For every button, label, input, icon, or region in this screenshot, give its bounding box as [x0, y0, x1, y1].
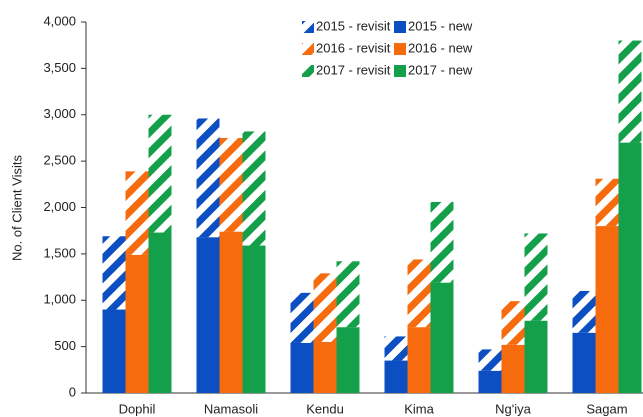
y-tick-label: 2,000 [43, 199, 76, 214]
legend-swatch [302, 21, 314, 33]
bar-segment [102, 309, 126, 393]
x-tick-label: Namasoli [204, 401, 258, 416]
bar-segment [407, 259, 431, 328]
bar-segment [595, 178, 619, 227]
bar-segment [313, 273, 337, 342]
bar-segment [242, 131, 266, 246]
bar-segment [242, 245, 266, 393]
y-tick-label: 3,500 [43, 60, 76, 75]
legend-label: 2015 - revisit [316, 18, 391, 33]
bar-segment [125, 254, 149, 393]
legend-label: 2015 - new [408, 18, 473, 33]
legend-label: 2017 - revisit [316, 62, 391, 77]
bar-segment [595, 226, 619, 393]
bar-segment [501, 344, 525, 393]
bar-segment [501, 301, 525, 345]
bar-segment [430, 282, 454, 393]
x-tick-label: Dophil [119, 401, 156, 416]
legend-swatch [394, 43, 406, 55]
bar-segment [430, 201, 454, 283]
y-tick-label: 500 [54, 338, 76, 353]
bar-segment [102, 236, 126, 310]
y-tick-label: 1,000 [43, 292, 76, 307]
bar-segment [125, 171, 149, 255]
bar-segment [572, 332, 596, 393]
x-tick-label: Ng'iya [495, 401, 531, 416]
bar-segment [336, 327, 360, 393]
legend-swatch [302, 43, 314, 55]
bar-segment [313, 341, 337, 393]
bar-segment [478, 349, 502, 371]
bar-segment [219, 231, 243, 393]
bar-segment [196, 237, 220, 393]
bar-segment [478, 370, 502, 393]
y-tick-label: 2,500 [43, 153, 76, 168]
bar-segment [384, 360, 408, 393]
y-tick-label: 1,500 [43, 245, 76, 260]
bar-segment [290, 292, 314, 343]
legend-swatch [394, 21, 406, 33]
y-tick-label: 3,000 [43, 106, 76, 121]
bar-segment [196, 118, 220, 238]
y-axis-label: No. of Client Visits [9, 155, 24, 261]
x-tick-label: Sagam [586, 401, 627, 416]
bar-segment [618, 142, 642, 393]
bar-segment [148, 232, 172, 393]
legend-swatch [302, 65, 314, 77]
y-tick-label: 4,000 [43, 13, 76, 28]
bar-segment [219, 137, 243, 232]
bar-segment [524, 320, 548, 393]
legend-label: 2017 - new [408, 62, 473, 77]
bar-segment [336, 261, 360, 328]
x-tick-label: Kendu [306, 401, 344, 416]
legend-label: 2016 - revisit [316, 40, 391, 55]
bar-segment [384, 336, 408, 361]
y-tick-label: 0 [69, 384, 76, 399]
bar-segment [407, 327, 431, 393]
bar-segment [290, 342, 314, 393]
bar-segment [524, 233, 548, 321]
legend-swatch [394, 65, 406, 77]
bar-segment [148, 114, 172, 233]
bar-segment [572, 290, 596, 333]
bar-segment [618, 40, 642, 143]
legend-label: 2016 - new [408, 40, 473, 55]
x-tick-label: Kima [404, 401, 434, 416]
